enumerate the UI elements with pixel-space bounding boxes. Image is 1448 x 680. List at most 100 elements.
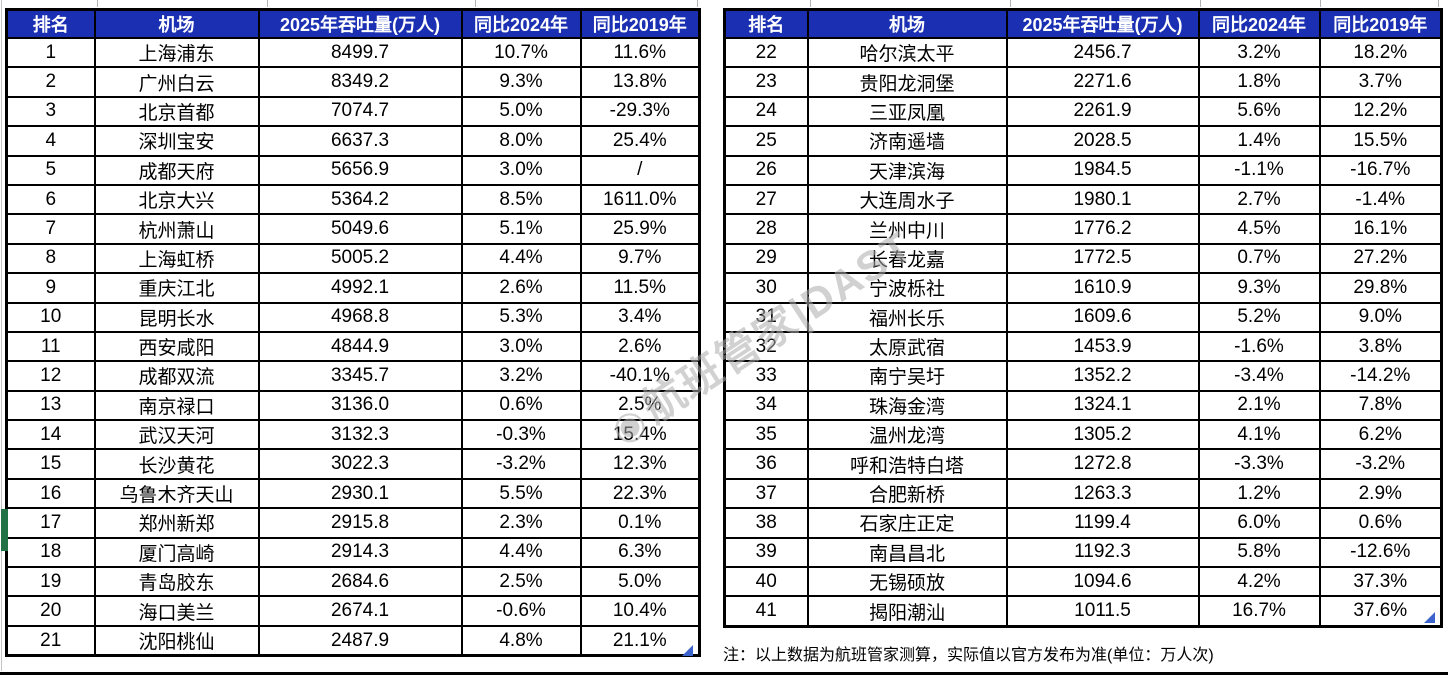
yoy-2019-cell[interactable]: 25.9% [579, 213, 701, 245]
rank-cell[interactable]: 25 [723, 125, 809, 157]
yoy-2019-cell[interactable]: 9.7% [579, 242, 701, 275]
yoy-2024-cell[interactable]: 3.0% [460, 330, 582, 363]
airport-cell[interactable]: 沈阳桃仙 [93, 624, 260, 657]
throughput-cell[interactable]: 1776.2 [1005, 213, 1200, 245]
rank-cell[interactable]: 14 [5, 419, 96, 451]
yoy-2024-cell[interactable]: -3.3% [1197, 448, 1321, 480]
column-header-yoy-2024[interactable]: 同比2024年 [1197, 8, 1321, 39]
airport-cell[interactable]: 贵阳龙洞堡 [806, 66, 1008, 98]
rank-cell[interactable]: 41 [723, 595, 809, 628]
yoy-2019-cell[interactable]: 3.7% [1318, 66, 1443, 98]
yoy-2019-cell[interactable]: 1611.0% [579, 183, 701, 216]
airport-cell[interactable]: 大连周水子 [806, 183, 1008, 216]
yoy-2024-cell[interactable]: 9.3% [460, 66, 582, 98]
yoy-2019-cell[interactable]: -14.2% [1318, 360, 1443, 392]
yoy-2024-cell[interactable]: 2.5% [460, 566, 582, 598]
throughput-cell[interactable]: 2674.1 [257, 595, 463, 627]
yoy-2019-cell[interactable]: 3.4% [579, 301, 701, 333]
airport-cell[interactable]: 南昌昌北 [806, 536, 1008, 569]
airport-cell[interactable]: 呼和浩特白塔 [806, 448, 1008, 480]
yoy-2019-cell[interactable]: 11.6% [579, 36, 701, 69]
rank-cell[interactable]: 33 [723, 360, 809, 392]
yoy-2019-cell[interactable]: 2.6% [579, 330, 701, 363]
rank-cell[interactable]: 38 [723, 507, 809, 539]
yoy-2024-cell[interactable]: 5.5% [460, 477, 582, 510]
airport-cell[interactable]: 厦门高崎 [93, 536, 260, 569]
rank-cell[interactable]: 23 [723, 66, 809, 98]
throughput-cell[interactable]: 4844.9 [257, 330, 463, 363]
rank-cell[interactable]: 11 [5, 330, 96, 363]
column-header-airport[interactable]: 机场 [93, 8, 260, 39]
yoy-2019-cell[interactable]: -12.6% [1318, 536, 1443, 569]
airport-cell[interactable]: 合肥新桥 [806, 477, 1008, 510]
yoy-2024-cell[interactable]: 4.4% [460, 536, 582, 569]
rank-cell[interactable]: 32 [723, 330, 809, 363]
yoy-2024-cell[interactable]: 2.7% [1197, 183, 1321, 216]
yoy-2019-cell[interactable]: 18.2% [1318, 36, 1443, 69]
throughput-cell[interactable]: 8349.2 [257, 66, 463, 98]
airport-cell[interactable]: 上海虹桥 [93, 242, 260, 275]
airport-cell[interactable]: 揭阳潮汕 [806, 595, 1008, 628]
throughput-cell[interactable]: 3022.3 [257, 448, 463, 480]
rank-cell[interactable]: 13 [5, 389, 96, 422]
throughput-cell[interactable]: 2915.8 [257, 507, 463, 539]
rank-cell[interactable]: 16 [5, 477, 96, 510]
yoy-2024-cell[interactable]: 6.0% [1197, 507, 1321, 539]
throughput-cell[interactable]: 1610.9 [1005, 272, 1200, 304]
airport-cell[interactable]: 宁波栎社 [806, 272, 1008, 304]
yoy-2024-cell[interactable]: 5.2% [1197, 301, 1321, 333]
yoy-2024-cell[interactable]: 0.6% [460, 389, 582, 422]
airport-cell[interactable]: 广州白云 [93, 66, 260, 98]
column-header-airport[interactable]: 机场 [806, 8, 1008, 39]
yoy-2019-cell[interactable]: 0.6% [1318, 507, 1443, 539]
rank-cell[interactable]: 35 [723, 419, 809, 451]
rank-cell[interactable]: 15 [5, 448, 96, 480]
throughput-cell[interactable]: 3136.0 [257, 389, 463, 422]
throughput-cell[interactable]: 4968.8 [257, 301, 463, 333]
yoy-2024-cell[interactable]: -1.6% [1197, 330, 1321, 363]
yoy-2024-cell[interactable]: 4.1% [1197, 419, 1321, 451]
throughput-cell[interactable]: 1984.5 [1005, 154, 1200, 186]
yoy-2019-cell[interactable]: 12.3% [579, 448, 701, 480]
rank-cell[interactable]: 1 [5, 36, 96, 69]
airport-cell[interactable]: 福州长乐 [806, 301, 1008, 333]
rank-cell[interactable]: 31 [723, 301, 809, 333]
yoy-2024-cell[interactable]: 5.3% [460, 301, 582, 333]
rank-cell[interactable]: 8 [5, 242, 96, 275]
airport-cell[interactable]: 太原武宿 [806, 330, 1008, 363]
yoy-2024-cell[interactable]: 8.0% [460, 125, 582, 157]
yoy-2019-cell[interactable]: 7.8% [1318, 389, 1443, 422]
yoy-2019-cell[interactable]: / [579, 154, 701, 186]
rank-cell[interactable]: 40 [723, 566, 809, 598]
yoy-2024-cell[interactable]: 1.4% [1197, 125, 1321, 157]
yoy-2024-cell[interactable]: 1.8% [1197, 66, 1321, 98]
throughput-cell[interactable]: 8499.7 [257, 36, 463, 69]
yoy-2019-cell[interactable]: 21.1% [579, 624, 701, 657]
yoy-2024-cell[interactable]: 4.2% [1197, 566, 1321, 598]
yoy-2024-cell[interactable]: 4.4% [460, 242, 582, 275]
airport-cell[interactable]: 长沙黄花 [93, 448, 260, 480]
airport-cell[interactable]: 济南遥墙 [806, 125, 1008, 157]
rank-cell[interactable]: 37 [723, 477, 809, 510]
column-header-rank[interactable]: 排名 [723, 8, 809, 39]
yoy-2019-cell[interactable]: 11.5% [579, 272, 701, 304]
yoy-2019-cell[interactable]: 37.3% [1318, 566, 1443, 598]
airport-cell[interactable]: 南宁吴圩 [806, 360, 1008, 392]
column-header-yoy-2024[interactable]: 同比2024年 [460, 8, 582, 39]
rank-cell[interactable]: 2 [5, 66, 96, 98]
yoy-2024-cell[interactable]: 5.1% [460, 213, 582, 245]
airport-cell[interactable]: 乌鲁木齐天山 [93, 477, 260, 510]
throughput-cell[interactable]: 1263.3 [1005, 477, 1200, 510]
yoy-2019-cell[interactable]: 6.3% [579, 536, 701, 569]
yoy-2024-cell[interactable]: 5.8% [1197, 536, 1321, 569]
yoy-2024-cell[interactable]: 2.6% [460, 272, 582, 304]
column-header-throughput[interactable]: 2025年吞吐量(万人) [1005, 8, 1200, 39]
rank-cell[interactable]: 27 [723, 183, 809, 216]
yoy-2024-cell[interactable]: 10.7% [460, 36, 582, 69]
airport-cell[interactable]: 上海浦东 [93, 36, 260, 69]
yoy-2019-cell[interactable]: 16.1% [1318, 213, 1443, 245]
rank-cell[interactable]: 18 [5, 536, 96, 569]
yoy-2019-cell[interactable]: 2.9% [1318, 477, 1443, 510]
rank-cell[interactable]: 10 [5, 301, 96, 333]
throughput-cell[interactable]: 1094.6 [1005, 566, 1200, 598]
